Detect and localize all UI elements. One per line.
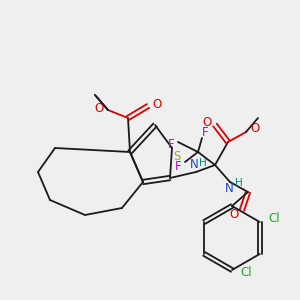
Text: H: H bbox=[235, 178, 243, 188]
Text: O: O bbox=[230, 208, 238, 221]
Text: F: F bbox=[202, 125, 208, 139]
Text: Cl: Cl bbox=[240, 266, 252, 280]
Text: F: F bbox=[168, 137, 174, 151]
Text: H: H bbox=[199, 158, 207, 168]
Text: N: N bbox=[225, 182, 233, 196]
Text: O: O bbox=[152, 98, 162, 110]
Text: O: O bbox=[202, 116, 211, 128]
Text: S: S bbox=[173, 149, 181, 163]
Text: O: O bbox=[250, 122, 260, 136]
Text: O: O bbox=[94, 101, 103, 115]
Text: N: N bbox=[190, 158, 198, 172]
Text: F: F bbox=[175, 160, 181, 173]
Text: Cl: Cl bbox=[268, 212, 280, 224]
